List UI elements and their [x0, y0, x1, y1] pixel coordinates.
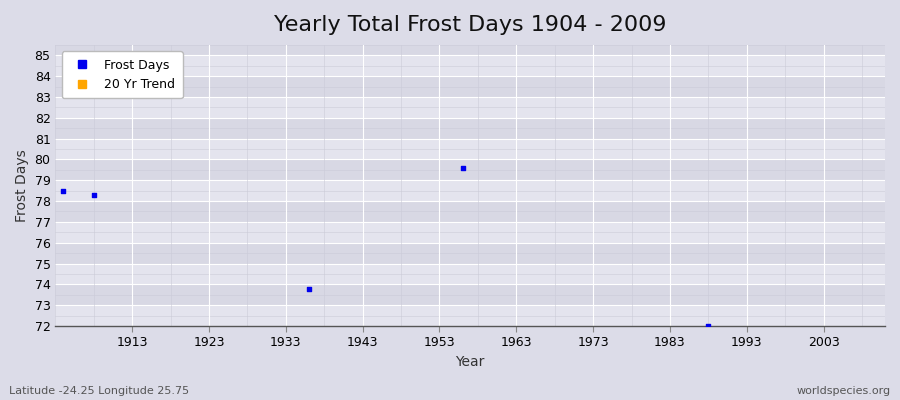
- Bar: [56, 97, 885, 118]
- Bar: [56, 34, 885, 55]
- Bar: [56, 180, 885, 201]
- Y-axis label: Frost Days: Frost Days: [15, 149, 29, 222]
- Legend: Frost Days, 20 Yr Trend: Frost Days, 20 Yr Trend: [62, 51, 183, 98]
- Point: [701, 323, 716, 329]
- Point: [302, 285, 316, 292]
- Bar: [56, 118, 885, 139]
- Bar: [56, 76, 885, 97]
- Title: Yearly Total Frost Days 1904 - 2009: Yearly Total Frost Days 1904 - 2009: [274, 15, 667, 35]
- Text: Latitude -24.25 Longitude 25.75: Latitude -24.25 Longitude 25.75: [9, 386, 189, 396]
- Bar: [56, 55, 885, 76]
- Bar: [56, 243, 885, 264]
- Bar: [56, 264, 885, 284]
- X-axis label: Year: Year: [455, 355, 485, 369]
- Point: [86, 192, 101, 198]
- Text: worldspecies.org: worldspecies.org: [796, 386, 891, 396]
- Bar: [56, 160, 885, 180]
- Point: [164, 52, 178, 58]
- Bar: [56, 222, 885, 243]
- Bar: [56, 139, 885, 160]
- Point: [455, 164, 470, 171]
- Bar: [56, 284, 885, 305]
- Bar: [56, 201, 885, 222]
- Point: [56, 188, 70, 194]
- Bar: [56, 305, 885, 326]
